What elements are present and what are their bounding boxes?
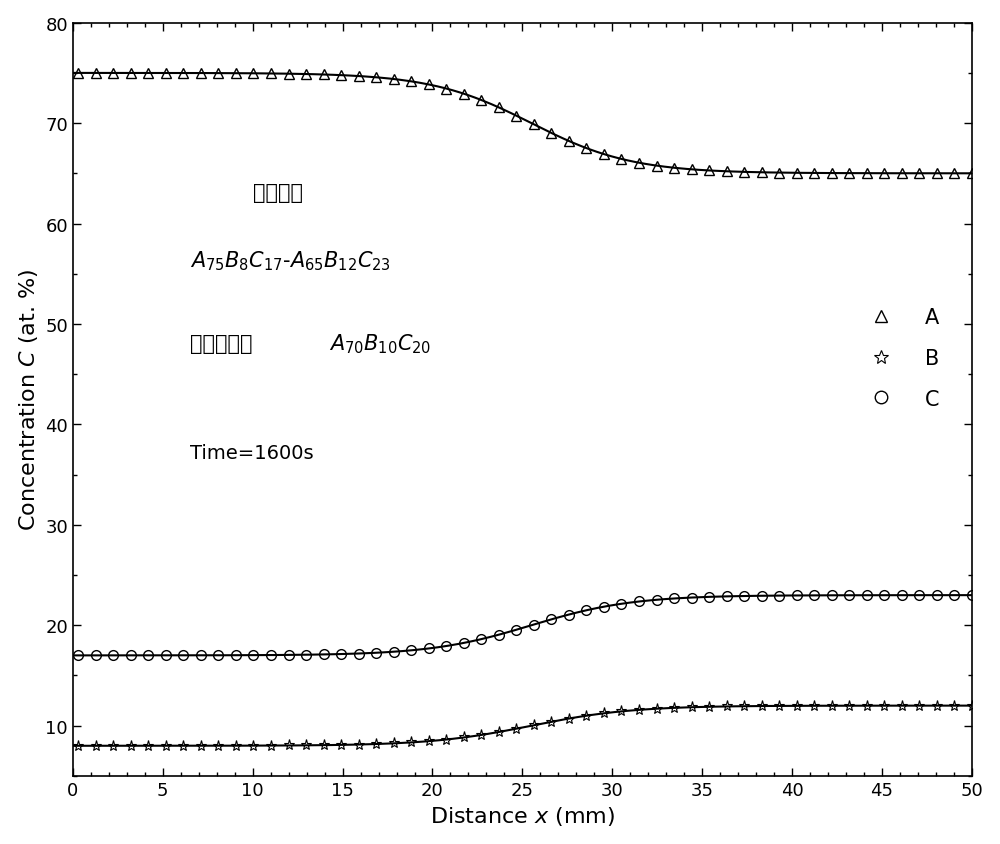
Text: 平均成分：: 平均成分： xyxy=(190,333,252,354)
Y-axis label: Concentration $C$ (at. %): Concentration $C$ (at. %) xyxy=(17,269,40,531)
X-axis label: Distance $x$ (mm): Distance $x$ (mm) xyxy=(430,804,615,827)
Legend: A, B, C: A, B, C xyxy=(861,300,948,418)
Text: Time=1600s: Time=1600s xyxy=(190,443,313,462)
Text: $A_{70}B_{10}C_{20}$: $A_{70}B_{10}C_{20}$ xyxy=(329,332,431,355)
Text: $A_{75}B_8C_{17}$-$A_{65}B_{12}C_{23}$: $A_{75}B_8C_{17}$-$A_{65}B_{12}C_{23}$ xyxy=(190,249,391,273)
Text: 扩散偶：: 扩散偶： xyxy=(253,183,303,203)
